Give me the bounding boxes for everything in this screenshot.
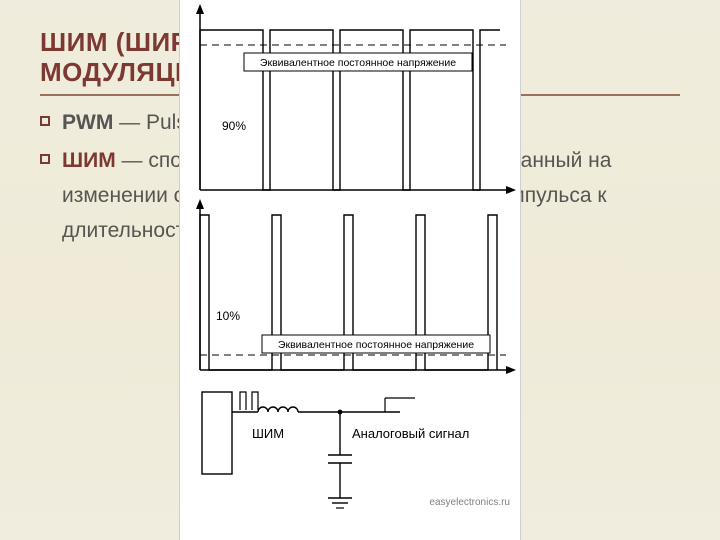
panel1-eq-label-text: Эквивалентное постоянное напряжение	[260, 57, 456, 69]
analog-label: Аналоговый сигнал	[352, 426, 469, 441]
pwm-term: PWM	[62, 111, 113, 134]
ground-icon	[328, 498, 352, 508]
chip-body	[202, 392, 232, 474]
panel2-eq-label-text: Эквивалентное постоянное напряжение	[278, 339, 474, 351]
analog-glyph	[385, 398, 415, 412]
shim-label: ШИМ	[252, 426, 284, 441]
shim-term: ШИМ	[62, 149, 116, 172]
panel1-pct: 90%	[222, 119, 246, 133]
circuit: ШИМ Аналоговый сигнал easyelectronics.ru	[202, 392, 510, 508]
panel1-axes	[196, 4, 516, 194]
panel2-pct: 10%	[216, 309, 240, 323]
panel2-eq-label: Эквивалентное постоянное напряжение	[262, 335, 490, 353]
source-label: easyelectronics.ru	[429, 497, 510, 508]
slide: ШИМ (ШИРОТНО-ИМПУЛЬСНАЯ МОДУЛЯЦИЯ) PWM —…	[0, 0, 720, 540]
inductor-icon	[258, 407, 298, 412]
panel1-eq-label: Эквивалентное постоянное напряжение	[244, 53, 472, 71]
pwm-figure: Эквивалентное постоянное напряжение 90% …	[179, 0, 521, 540]
pwm-svg: Эквивалентное постоянное напряжение 90% …	[180, 0, 522, 540]
pwm-glyph	[240, 392, 258, 410]
